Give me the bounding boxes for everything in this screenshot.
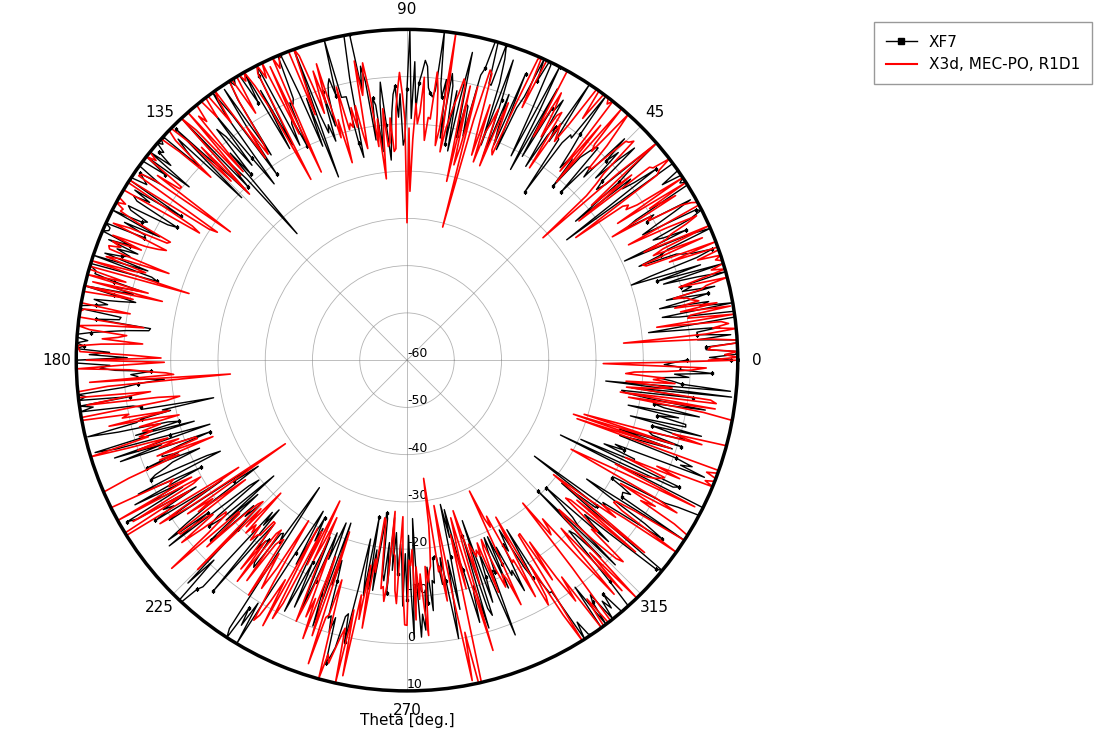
X3d, MEC-PO, R1D1 (232, 463, 245, 472)
X3d, MEC-PO, R1D1 (417, 474, 430, 483)
XF7 (450, 86, 463, 95)
XF7 (148, 516, 162, 525)
X3d, MEC-PO, R1D1 (681, 531, 694, 539)
X3d, MEC-PO, R1D1 (70, 341, 84, 350)
Legend: XF7, X3d, MEC-PO, R1D1: XF7, X3d, MEC-PO, R1D1 (873, 22, 1092, 85)
X3d, MEC-PO, R1D1 (702, 356, 715, 365)
XF7 (77, 342, 90, 351)
X3d, MEC-PO, R1D1 (323, 546, 337, 555)
XF7 (616, 490, 629, 499)
XF7 (724, 356, 737, 365)
Line: XF7: XF7 (75, 28, 739, 664)
XF7 (680, 356, 693, 365)
X3d, MEC-PO, R1D1 (732, 356, 745, 365)
X3d, MEC-PO, R1D1 (448, 100, 461, 109)
XF7 (331, 528, 344, 537)
XF7 (379, 121, 393, 129)
Text: Theta [deg.]: Theta [deg.] (360, 713, 454, 728)
XF7 (732, 347, 745, 356)
X3d, MEC-PO, R1D1 (382, 142, 395, 151)
XF7 (433, 500, 447, 509)
X3d, MEC-PO, R1D1 (732, 353, 745, 362)
Line: X3d, MEC-PO, R1D1: X3d, MEC-PO, R1D1 (77, 33, 738, 683)
